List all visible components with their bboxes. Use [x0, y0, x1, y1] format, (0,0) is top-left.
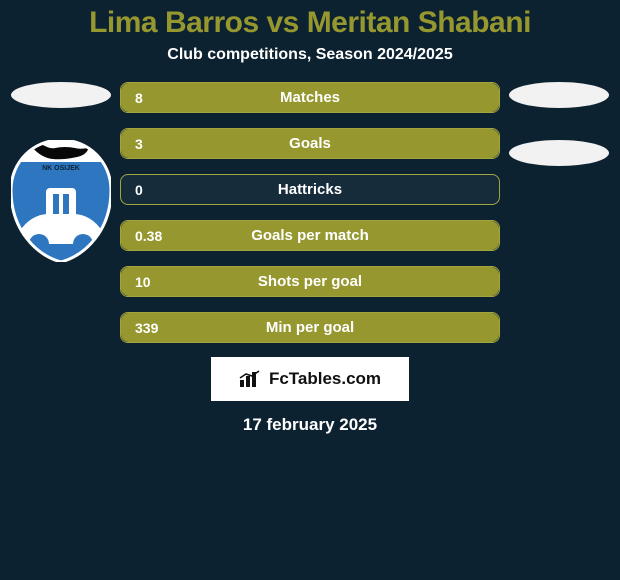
- chart-area: NK OSIJEK: [0, 82, 620, 343]
- stat-bar-label: Hattricks: [121, 182, 499, 197]
- stat-bar: 10Shots per goal: [120, 266, 500, 297]
- stat-bar-label: Goals: [121, 136, 499, 151]
- stat-bar: 3Goals: [120, 128, 500, 159]
- chart-icon: [239, 370, 261, 388]
- stat-bar: 0.38Goals per match: [120, 220, 500, 251]
- brand-text: FcTables.com: [269, 369, 381, 389]
- brand-pill[interactable]: FcTables.com: [211, 357, 409, 401]
- comparison-card: Lima Barros vs Meritan Shabani Club comp…: [0, 0, 620, 580]
- badge-text: NK OSIJEK: [42, 165, 80, 172]
- stat-bar-label: Min per goal: [121, 320, 499, 335]
- stat-bar: 339Min per goal: [120, 312, 500, 343]
- stat-bars: 8Matches 3Goals 0Hattricks 0.38Goals per ma…: [120, 82, 500, 343]
- stat-bar-label: Shots per goal: [121, 274, 499, 289]
- stat-bar: 8Matches: [120, 82, 500, 113]
- stat-bar-label: Matches: [121, 90, 499, 105]
- club-badge-left: NK OSIJEK: [11, 140, 111, 262]
- page-title: Lima Barros vs Meritan Shabani: [89, 6, 531, 40]
- nk-osijek-badge-icon: NK OSIJEK: [11, 140, 111, 262]
- subtitle: Club competitions, Season 2024/2025: [167, 46, 452, 64]
- player-photo-placeholder-right: [509, 82, 609, 108]
- date-label: 17 february 2025: [243, 415, 377, 435]
- left-player-col: NK OSIJEK: [6, 82, 116, 262]
- club-badge-placeholder-right: [509, 140, 609, 166]
- right-player-col: [504, 82, 614, 166]
- player-photo-placeholder-left: [11, 82, 111, 108]
- stat-bar-label: Goals per match: [121, 228, 499, 243]
- stat-bar: 0Hattricks: [120, 174, 500, 205]
